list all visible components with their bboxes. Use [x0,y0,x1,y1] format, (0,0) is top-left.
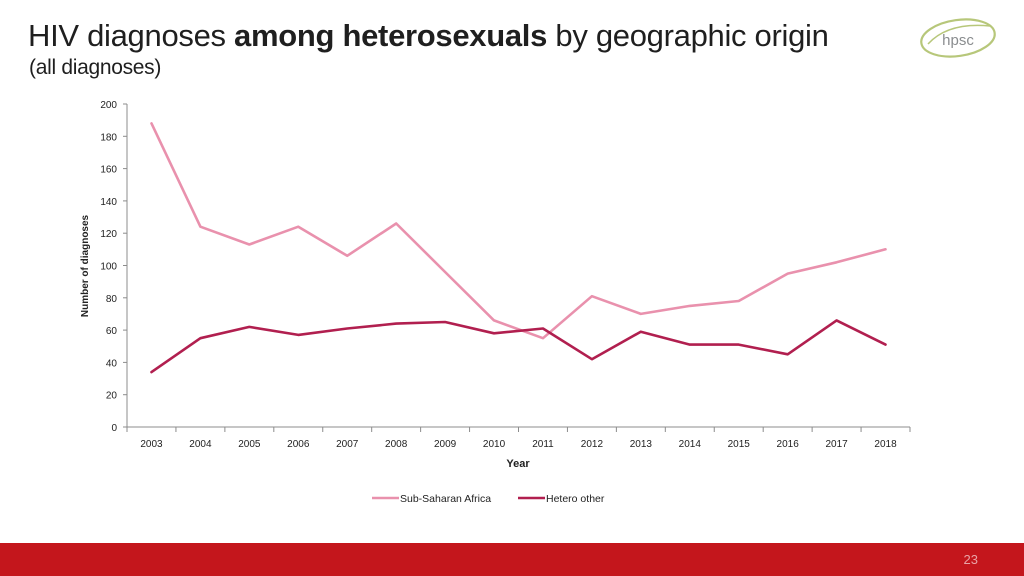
y-tick-label: 180 [100,132,117,143]
slide-title: HIV diagnoses among heterosexuals by geo… [28,18,829,54]
x-tick-label: 2003 [140,439,163,450]
series-group [150,122,887,374]
logo-swoosh-outer [920,18,996,58]
series-line-sub-saharan-africa [150,122,887,340]
x-tick-label: 2011 [532,439,554,450]
y-tick-label: 40 [106,358,118,369]
x-tick-label: 2009 [434,439,457,450]
y-tick-label: 0 [111,423,117,434]
page-number: 23 [963,552,978,567]
x-tick-label: 2013 [630,439,653,450]
footer-bar: 23 [0,543,1024,576]
x-tick-label: 2005 [238,439,261,450]
x-axis: 2003 2004 2005 2006 2007 2008 2009 2010 2011 2012… [126,426,911,450]
y-tick-label: 20 [106,391,118,402]
title-part1: HIV diagnoses [28,18,235,53]
logo-text: hpsc [942,32,974,49]
line-chart: 0 20 40 60 80 100 120 140 160 180 200 2003 2004 2005… [80,100,911,505]
x-axis-label: Year [506,458,530,470]
x-tick-label: 2017 [825,439,848,450]
x-tick-label: 2007 [336,439,359,450]
x-tick-label: 2014 [679,439,702,450]
x-tick-label: 2015 [728,439,751,450]
x-tick-label: 2008 [385,439,408,450]
x-tick-label: 2004 [189,439,212,450]
y-tick-label: 100 [100,262,117,273]
hpsc-logo: hpsc [920,18,996,58]
series-line-hetero-other [150,319,887,374]
x-tick-label: 2010 [483,439,506,450]
y-tick-label: 200 [100,100,117,111]
legend-label: Hetero other [546,493,605,505]
y-tick-label: 120 [100,229,117,240]
y-tick-label: 140 [100,197,117,208]
y-axis-label: Number of diagnoses [80,214,91,317]
title-bold: among heterosexuals [234,18,548,53]
x-tick-label: 2016 [777,439,800,450]
title-part2: by geographic origin [547,18,829,53]
y-tick-label: 80 [106,294,118,305]
x-tick-label: 2012 [581,439,604,450]
y-axis: 0 20 40 60 80 100 120 140 160 180 200 [100,100,128,434]
y-tick-label: 60 [106,326,118,337]
slide-subtitle: (all diagnoses) [29,56,162,79]
legend: Sub-Saharan Africa Hetero other [372,493,605,505]
x-tick-label: 2018 [874,439,897,450]
legend-label: Sub-Saharan Africa [400,493,491,505]
logo-swoosh-inner [927,24,991,45]
x-tick-label: 2006 [287,439,310,450]
y-tick-label: 160 [100,165,117,176]
